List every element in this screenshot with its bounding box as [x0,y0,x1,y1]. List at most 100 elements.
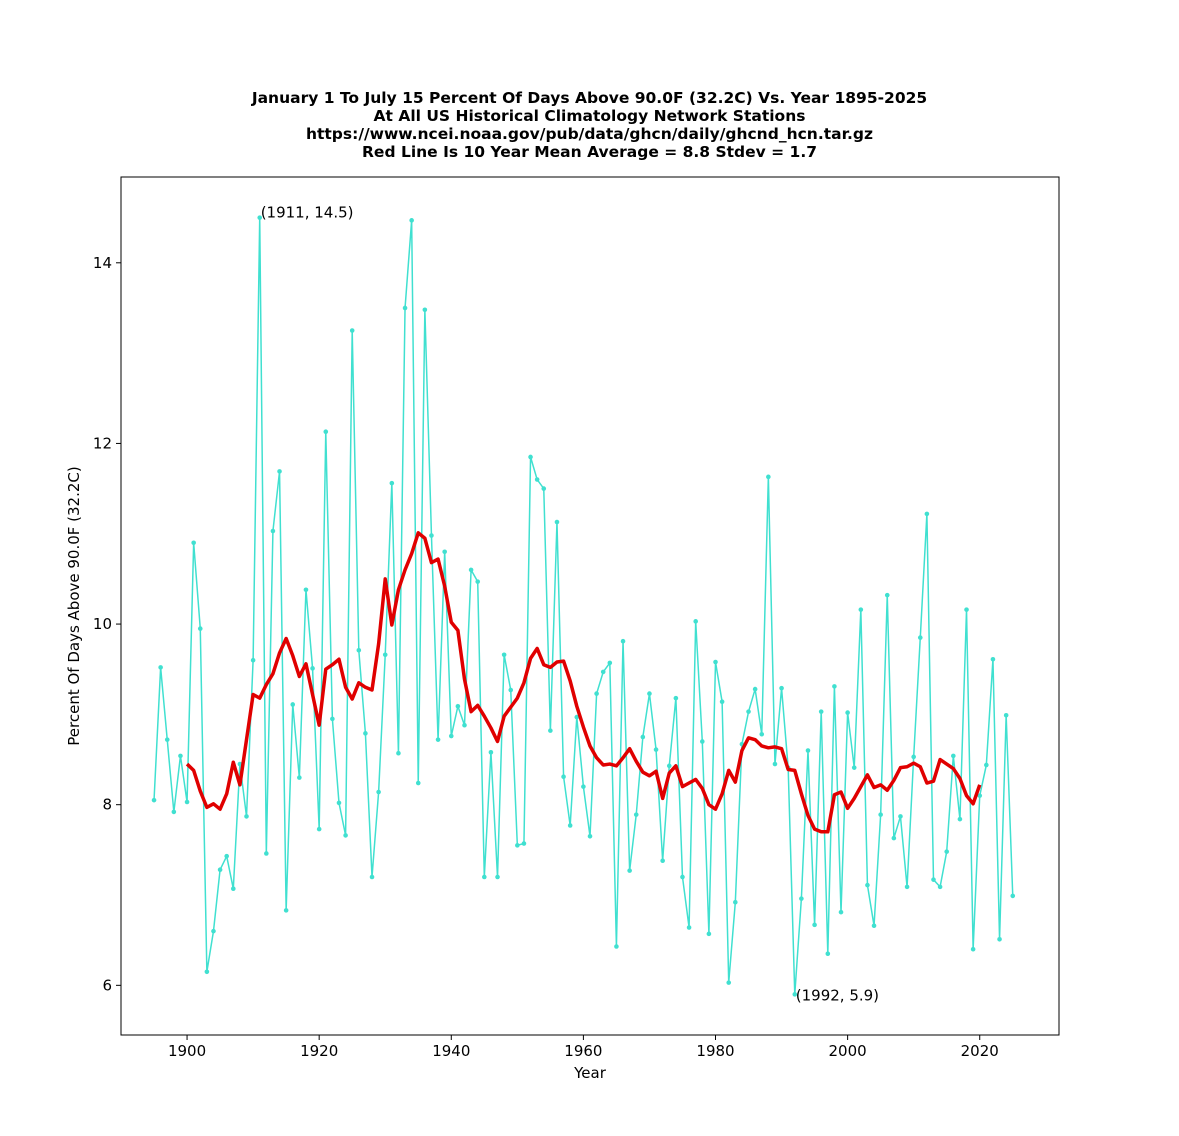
data-point [204,969,210,975]
data-point [640,734,646,740]
data-point [587,834,593,839]
data-point [865,882,870,888]
data-point [429,533,434,538]
annotation-max: (1911, 14.5) [261,204,354,222]
data-point [845,710,850,715]
y-axis: 6 8 10 12 14 [93,254,121,994]
data-point [455,703,461,709]
data-point [1003,712,1009,718]
data-point [858,607,864,612]
annual-series-points [151,215,1016,997]
data-point [581,784,586,789]
data-point [620,638,626,644]
data-point [217,867,223,873]
title-line-2: At All US Historical Climatology Network… [373,107,806,125]
data-point [759,731,765,737]
data-point [184,799,190,805]
data-point [997,936,1002,942]
data-point [574,714,580,720]
y-axis-label: Percent Of Days Above 90.0F (32.2C) [65,466,83,745]
data-point [521,841,527,846]
data-point [944,849,950,854]
data-point [277,469,282,474]
data-point [349,328,355,333]
data-point [422,307,428,313]
data-point [733,899,738,905]
data-point [779,685,784,691]
data-point [283,908,289,913]
data-point [924,511,930,517]
y-tick-label: 12 [93,434,112,452]
data-point [878,812,883,817]
data-point [792,992,798,997]
x-tick-label: 1960 [564,1042,602,1060]
data-point [812,922,817,928]
data-point [488,750,494,755]
data-point [323,429,329,434]
annual-series-line [153,217,1014,995]
data-point [653,747,659,752]
data-point [818,709,824,714]
x-axis-label: Year [573,1064,607,1082]
data-point [990,656,996,662]
data-point [660,858,665,863]
data-point [475,579,481,584]
data-point [330,716,335,722]
data-point [501,652,507,658]
data-point [594,691,599,696]
data-point [151,797,157,803]
ten-year-mean-line [185,531,982,834]
data-point [495,874,500,880]
data-point [567,823,573,828]
data-point [435,737,441,742]
data-point [752,686,758,692]
data-point [970,946,976,952]
data-point [415,780,421,786]
title-line-1: January 1 To July 15 Percent Of Days Abo… [251,89,928,107]
y-tick-label: 8 [102,796,112,814]
data-point [468,567,474,573]
data-point [937,884,943,890]
data-point [964,607,969,612]
data-point [448,733,454,739]
data-point [554,519,560,525]
data-point [633,812,639,817]
data-point [244,814,249,819]
data-point [376,789,381,795]
data-point [382,652,388,658]
title-line-3: https://www.ncei.noaa.gov/pub/data/ghcn/… [305,125,874,143]
data-point [336,800,342,806]
data-point [607,660,613,666]
x-tick-label: 1980 [696,1042,734,1060]
data-point [462,722,467,728]
y-tick-label: 14 [93,254,112,272]
data-point [508,687,514,693]
data-point [230,886,236,891]
data-point [891,835,897,841]
data-point [706,931,712,937]
data-point [224,853,229,859]
data-point [680,874,685,880]
y-tick-label: 10 [93,615,112,633]
data-point [290,702,296,707]
title-line-4: Red Line Is 10 Year Mean Average = 8.8 S… [362,143,817,161]
data-point [191,540,196,546]
data-point [178,753,183,759]
data-point [871,923,877,929]
data-point [911,754,916,760]
chart-title: January 1 To July 15 Percent Of Days Abo… [0,89,1179,161]
data-point [534,477,540,482]
data-point [389,480,395,486]
x-tick-label: 2020 [961,1042,999,1060]
data-point [614,944,619,949]
data-point [264,851,269,856]
x-tick-label: 1920 [300,1042,338,1060]
data-point [627,868,632,873]
data-point [257,215,263,220]
data-point [931,877,936,882]
plot-frame [120,176,1060,1036]
data-point [904,884,910,890]
data-point [515,843,520,848]
data-point [270,528,276,534]
data-point [838,909,844,915]
